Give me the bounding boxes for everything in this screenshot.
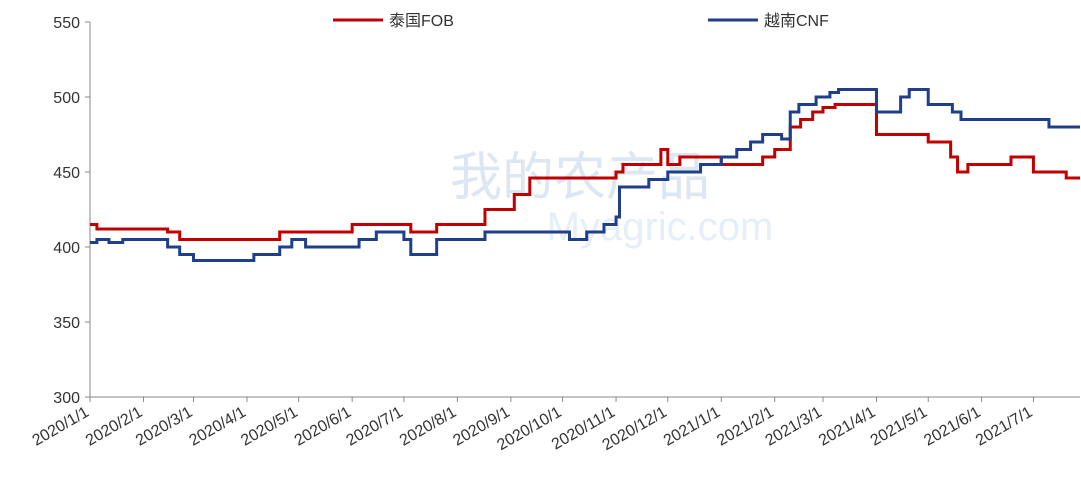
y-tick-label: 500 — [53, 90, 80, 107]
line-series — [90, 88, 1080, 262]
watermark: Myagric.com — [547, 205, 774, 249]
y-tick-label: 350 — [53, 315, 80, 332]
legend-label: 越南CNF — [764, 12, 829, 30]
x-tick-label: 2020/8/1 — [397, 404, 460, 450]
x-tick-label: 2020/2/1 — [83, 404, 146, 450]
x-tick-label: 2020/4/1 — [187, 404, 250, 450]
x-tick-label: 2020/1/1 — [30, 404, 93, 450]
y-tick-label: 550 — [53, 15, 80, 32]
x-tick-label: 2021/7/1 — [973, 404, 1036, 450]
x-tick-label: 2020/5/1 — [238, 404, 301, 450]
x-tick-label: 2021/4/1 — [816, 404, 879, 450]
x-tick-label: 2021/6/1 — [921, 404, 984, 450]
y-tick-label: 450 — [53, 165, 80, 182]
legend-label: 泰国FOB — [389, 12, 454, 30]
y-tick-label: 300 — [53, 390, 80, 407]
x-tick-label: 2020/3/1 — [133, 404, 196, 450]
x-tick-label: 2020/7/1 — [343, 404, 406, 450]
y-tick-label: 400 — [53, 240, 80, 257]
x-tick-label: 2021/1/1 — [661, 404, 724, 450]
x-tick-label: 2020/6/1 — [292, 404, 355, 450]
x-tick-label: 2021/5/1 — [868, 404, 931, 450]
